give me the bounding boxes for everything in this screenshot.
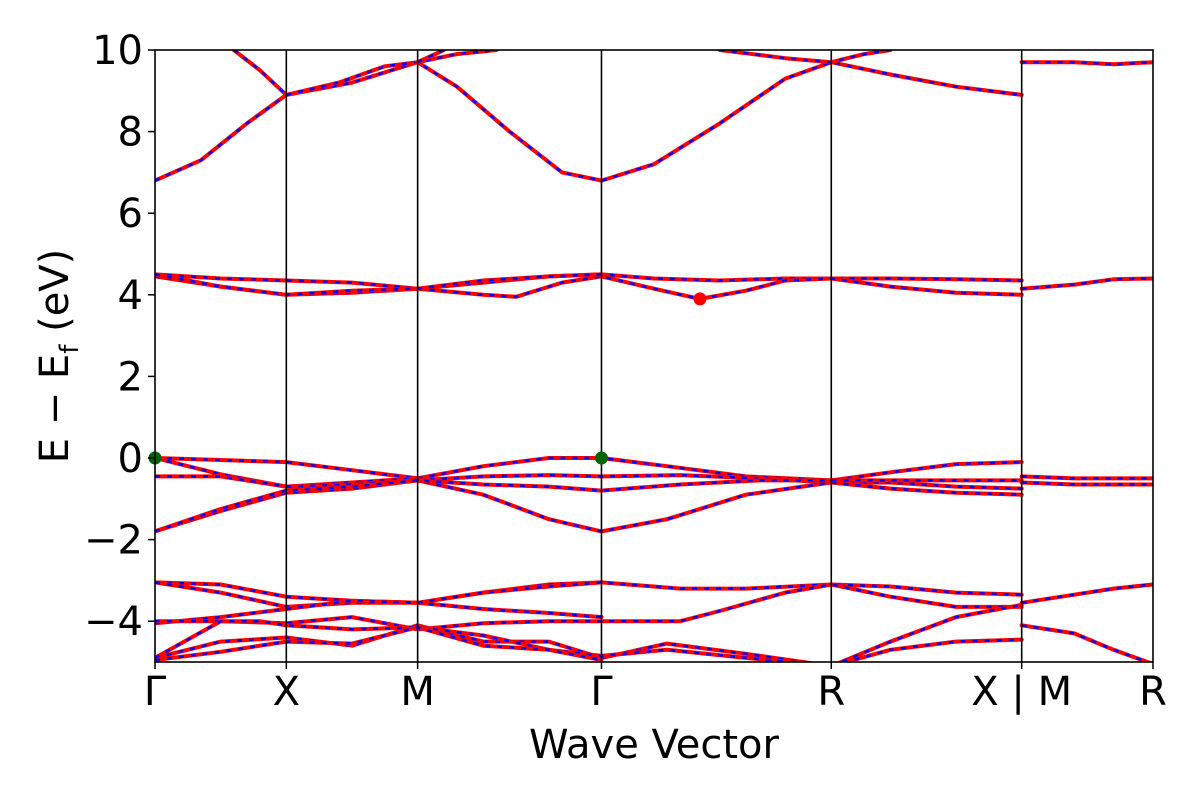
band-24-dashed bbox=[155, 626, 602, 662]
bands-layer bbox=[155, 50, 1153, 662]
y-axis-title-sub: f bbox=[55, 344, 85, 354]
x-tick-label-2: X bbox=[273, 669, 300, 715]
y-axis-title-main: E − E bbox=[32, 354, 78, 464]
band-14 bbox=[155, 478, 1024, 534]
band-4 bbox=[415, 50, 446, 65]
band-15 bbox=[155, 478, 1024, 534]
x-tick-label-4: Γ bbox=[590, 669, 613, 715]
band-23 bbox=[155, 619, 810, 662]
band-16-dashed bbox=[1021, 475, 1153, 480]
band-2 bbox=[231, 50, 289, 97]
x-tick-label-3: M bbox=[400, 669, 435, 715]
band-10 bbox=[1019, 276, 1153, 291]
band-6 bbox=[1019, 60, 1153, 67]
band-28 bbox=[1019, 623, 1153, 662]
band-4-dashed bbox=[417, 50, 445, 64]
band-11-dashed bbox=[155, 456, 1022, 482]
band-23-dashed bbox=[155, 619, 802, 662]
extrema-markers bbox=[148, 292, 707, 465]
band-16 bbox=[1019, 474, 1153, 481]
plot-frame bbox=[154, 49, 1154, 663]
band-20 bbox=[155, 580, 604, 626]
y-tick-label-6: 6 bbox=[118, 191, 143, 237]
band-10-dashed bbox=[1021, 277, 1153, 290]
x-tick-label-1: Γ bbox=[144, 669, 167, 715]
band-1 bbox=[155, 60, 1024, 183]
high-symmetry-lines bbox=[285, 50, 1023, 662]
band-6-dashed bbox=[1021, 60, 1153, 66]
band-26-dashed bbox=[837, 603, 1022, 662]
band-20-dashed bbox=[155, 581, 602, 625]
band-24 bbox=[155, 625, 604, 662]
band-18-solid bbox=[155, 580, 1024, 605]
x-tick-label-7: R bbox=[1139, 669, 1167, 715]
x-tick-label-5: R bbox=[817, 669, 845, 715]
band-13-dashed bbox=[155, 473, 1022, 490]
band-1-solid bbox=[155, 60, 1024, 183]
y-tick-label-2: −2 bbox=[84, 518, 143, 564]
band-22-dashed bbox=[155, 624, 812, 662]
band-27-dashed bbox=[1021, 583, 1153, 605]
y-tick-label-5: 4 bbox=[118, 273, 143, 319]
y-tick-label-4: 2 bbox=[118, 354, 143, 400]
band-3 bbox=[284, 50, 499, 97]
band-24-solid bbox=[155, 625, 604, 662]
band-20-solid bbox=[155, 580, 604, 626]
band-1-dashed bbox=[155, 60, 1022, 182]
band-26 bbox=[835, 602, 1024, 662]
y-axis: −4 −2 0 2 4 6 8 10 bbox=[84, 28, 155, 645]
band-9-dashed bbox=[155, 273, 602, 297]
y-tick-label-3: 0 bbox=[118, 436, 143, 482]
band-28-solid bbox=[1019, 623, 1153, 662]
band-17-dashed bbox=[1021, 481, 1153, 486]
band-3-dashed bbox=[286, 50, 497, 97]
y-tick-label-1: −4 bbox=[84, 599, 143, 645]
band-18 bbox=[155, 580, 1024, 605]
band-11 bbox=[155, 456, 1024, 483]
band-14-dashed bbox=[155, 479, 1022, 533]
band-22 bbox=[155, 623, 817, 662]
band-17 bbox=[1019, 480, 1153, 487]
x-tick-label-6: X | M bbox=[971, 669, 1072, 715]
band-13 bbox=[155, 473, 1024, 491]
x-axis: Γ X M Γ R X | M R bbox=[144, 662, 1167, 715]
y-axis-title-unit: (eV) bbox=[32, 249, 78, 345]
y-axis-title: E − Ef (eV) bbox=[32, 249, 85, 464]
band-9 bbox=[155, 272, 604, 297]
band-27 bbox=[1019, 582, 1153, 605]
y-tick-label-8: 10 bbox=[92, 28, 143, 74]
x-axis-title: Wave Vector bbox=[529, 722, 780, 768]
band-25 bbox=[838, 637, 1024, 662]
vbm-marker-3 bbox=[594, 451, 608, 465]
band-2-solid bbox=[231, 50, 289, 97]
y-tick-label-7: 8 bbox=[118, 110, 143, 156]
cbm-marker-1 bbox=[693, 292, 707, 306]
band-23-solid bbox=[155, 619, 810, 662]
band-28-dashed bbox=[1021, 624, 1152, 662]
band-15-solid bbox=[155, 478, 1024, 534]
band-25-dashed bbox=[841, 638, 1022, 662]
band-5 bbox=[717, 50, 893, 65]
